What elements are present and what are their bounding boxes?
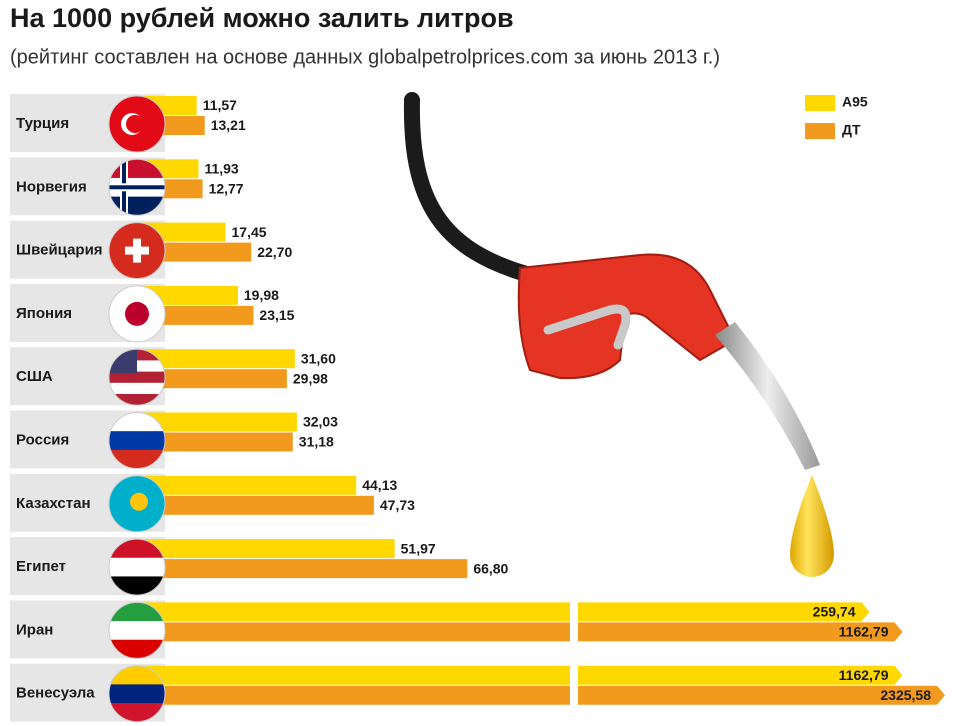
value-label: 11,93: [204, 161, 238, 177]
flag-stripe: [109, 412, 165, 432]
flag-icon: [108, 158, 166, 216]
flag-stripe: [109, 449, 165, 469]
value-label: 259,74: [813, 604, 856, 620]
flag-stripe: [109, 576, 165, 596]
chart-title: На 1000 рублей можно залить литров: [10, 3, 514, 33]
flag-icon: [108, 412, 166, 469]
value-label: 47,73: [380, 497, 415, 513]
value-label: 32,03: [303, 414, 338, 430]
value-label: 51,97: [401, 540, 436, 556]
bar: [140, 685, 945, 705]
flag-stripe: [109, 431, 165, 451]
bar: [140, 539, 395, 559]
flag-stripe: [109, 639, 165, 659]
flag-stripe: [109, 602, 165, 622]
flag-sun: [130, 492, 148, 511]
category-label: Япония: [16, 305, 72, 322]
legend-label: ДТ: [842, 122, 861, 138]
flag-stripe: [109, 665, 165, 685]
value-label: 12,77: [209, 181, 244, 197]
value-label: 11,57: [203, 97, 237, 113]
flag-icon: [108, 222, 166, 280]
bar: [140, 305, 254, 325]
bar: [140, 602, 870, 622]
bar: [140, 622, 903, 642]
flag-border: [108, 285, 166, 343]
bar: [140, 412, 297, 432]
nozzle-illustration: [403, 92, 834, 577]
legend-swatch: [805, 95, 835, 111]
bar: [140, 495, 374, 515]
flag-stripe: [109, 539, 165, 559]
value-label: 13,21: [211, 117, 246, 133]
category-label: Норвегия: [16, 178, 87, 195]
value-label: 29,98: [293, 370, 328, 386]
value-label: 19,98: [244, 287, 279, 303]
chart-subtitle: (рейтинг составлен на основе данных glob…: [10, 46, 720, 68]
flag-cross: [109, 185, 165, 190]
flag-border: [108, 601, 166, 659]
flag-stripe: [109, 371, 165, 384]
value-label: 2325,58: [880, 687, 931, 703]
value-label: 22,70: [257, 244, 292, 260]
flag-border: [108, 412, 166, 469]
flag-icon: [108, 285, 166, 343]
flag-icon: [108, 95, 166, 153]
flag-stripe: [109, 621, 165, 641]
flag-icon: [108, 601, 166, 659]
category-label: Египет: [16, 558, 66, 575]
value-label: 44,13: [362, 477, 397, 493]
value-label: 31,18: [299, 434, 334, 450]
bar: [140, 369, 287, 389]
flag-border: [108, 348, 166, 406]
bar: [140, 559, 468, 579]
category-label: Россия: [16, 431, 69, 448]
flag-sun: [125, 301, 149, 326]
value-label: 1162,79: [839, 624, 889, 640]
value-label: 31,60: [301, 350, 336, 366]
category-label: Швейцария: [16, 242, 103, 259]
flag-stripe: [109, 382, 165, 395]
flag-border: [108, 95, 166, 153]
flag-stripe: [109, 703, 165, 722]
bar: [140, 475, 357, 495]
flag-border: [108, 222, 166, 280]
flag-stripe: [109, 684, 165, 704]
bar: [140, 665, 903, 685]
flag-border: [108, 538, 166, 596]
flag-moon: [126, 115, 144, 133]
bar: [140, 285, 238, 305]
flag-icon: [108, 665, 166, 723]
value-label: 66,80: [473, 560, 508, 576]
flag-border: [108, 665, 166, 723]
category-label: Казахстан: [16, 495, 91, 512]
flag-icon: [108, 538, 166, 596]
bar: [140, 432, 293, 452]
flag-stripe: [109, 557, 165, 577]
bar: [140, 349, 295, 369]
flag-border: [108, 475, 166, 533]
legend-label: А95: [842, 94, 868, 110]
legend-swatch: [805, 123, 835, 139]
category-label: США: [16, 368, 53, 385]
value-label: 1162,79: [839, 667, 889, 683]
flag-cross: [125, 246, 149, 255]
category-label: Иран: [16, 621, 53, 638]
flag-border: [108, 158, 166, 216]
category-label: Турция: [16, 115, 69, 132]
flag-icon: [108, 348, 166, 406]
category-label: Венесуэла: [16, 685, 95, 702]
value-label: 17,45: [232, 224, 267, 240]
bar: [140, 242, 252, 262]
value-label: 23,15: [259, 307, 294, 323]
flag-stripe: [109, 394, 165, 406]
flag-icon: [108, 475, 166, 533]
